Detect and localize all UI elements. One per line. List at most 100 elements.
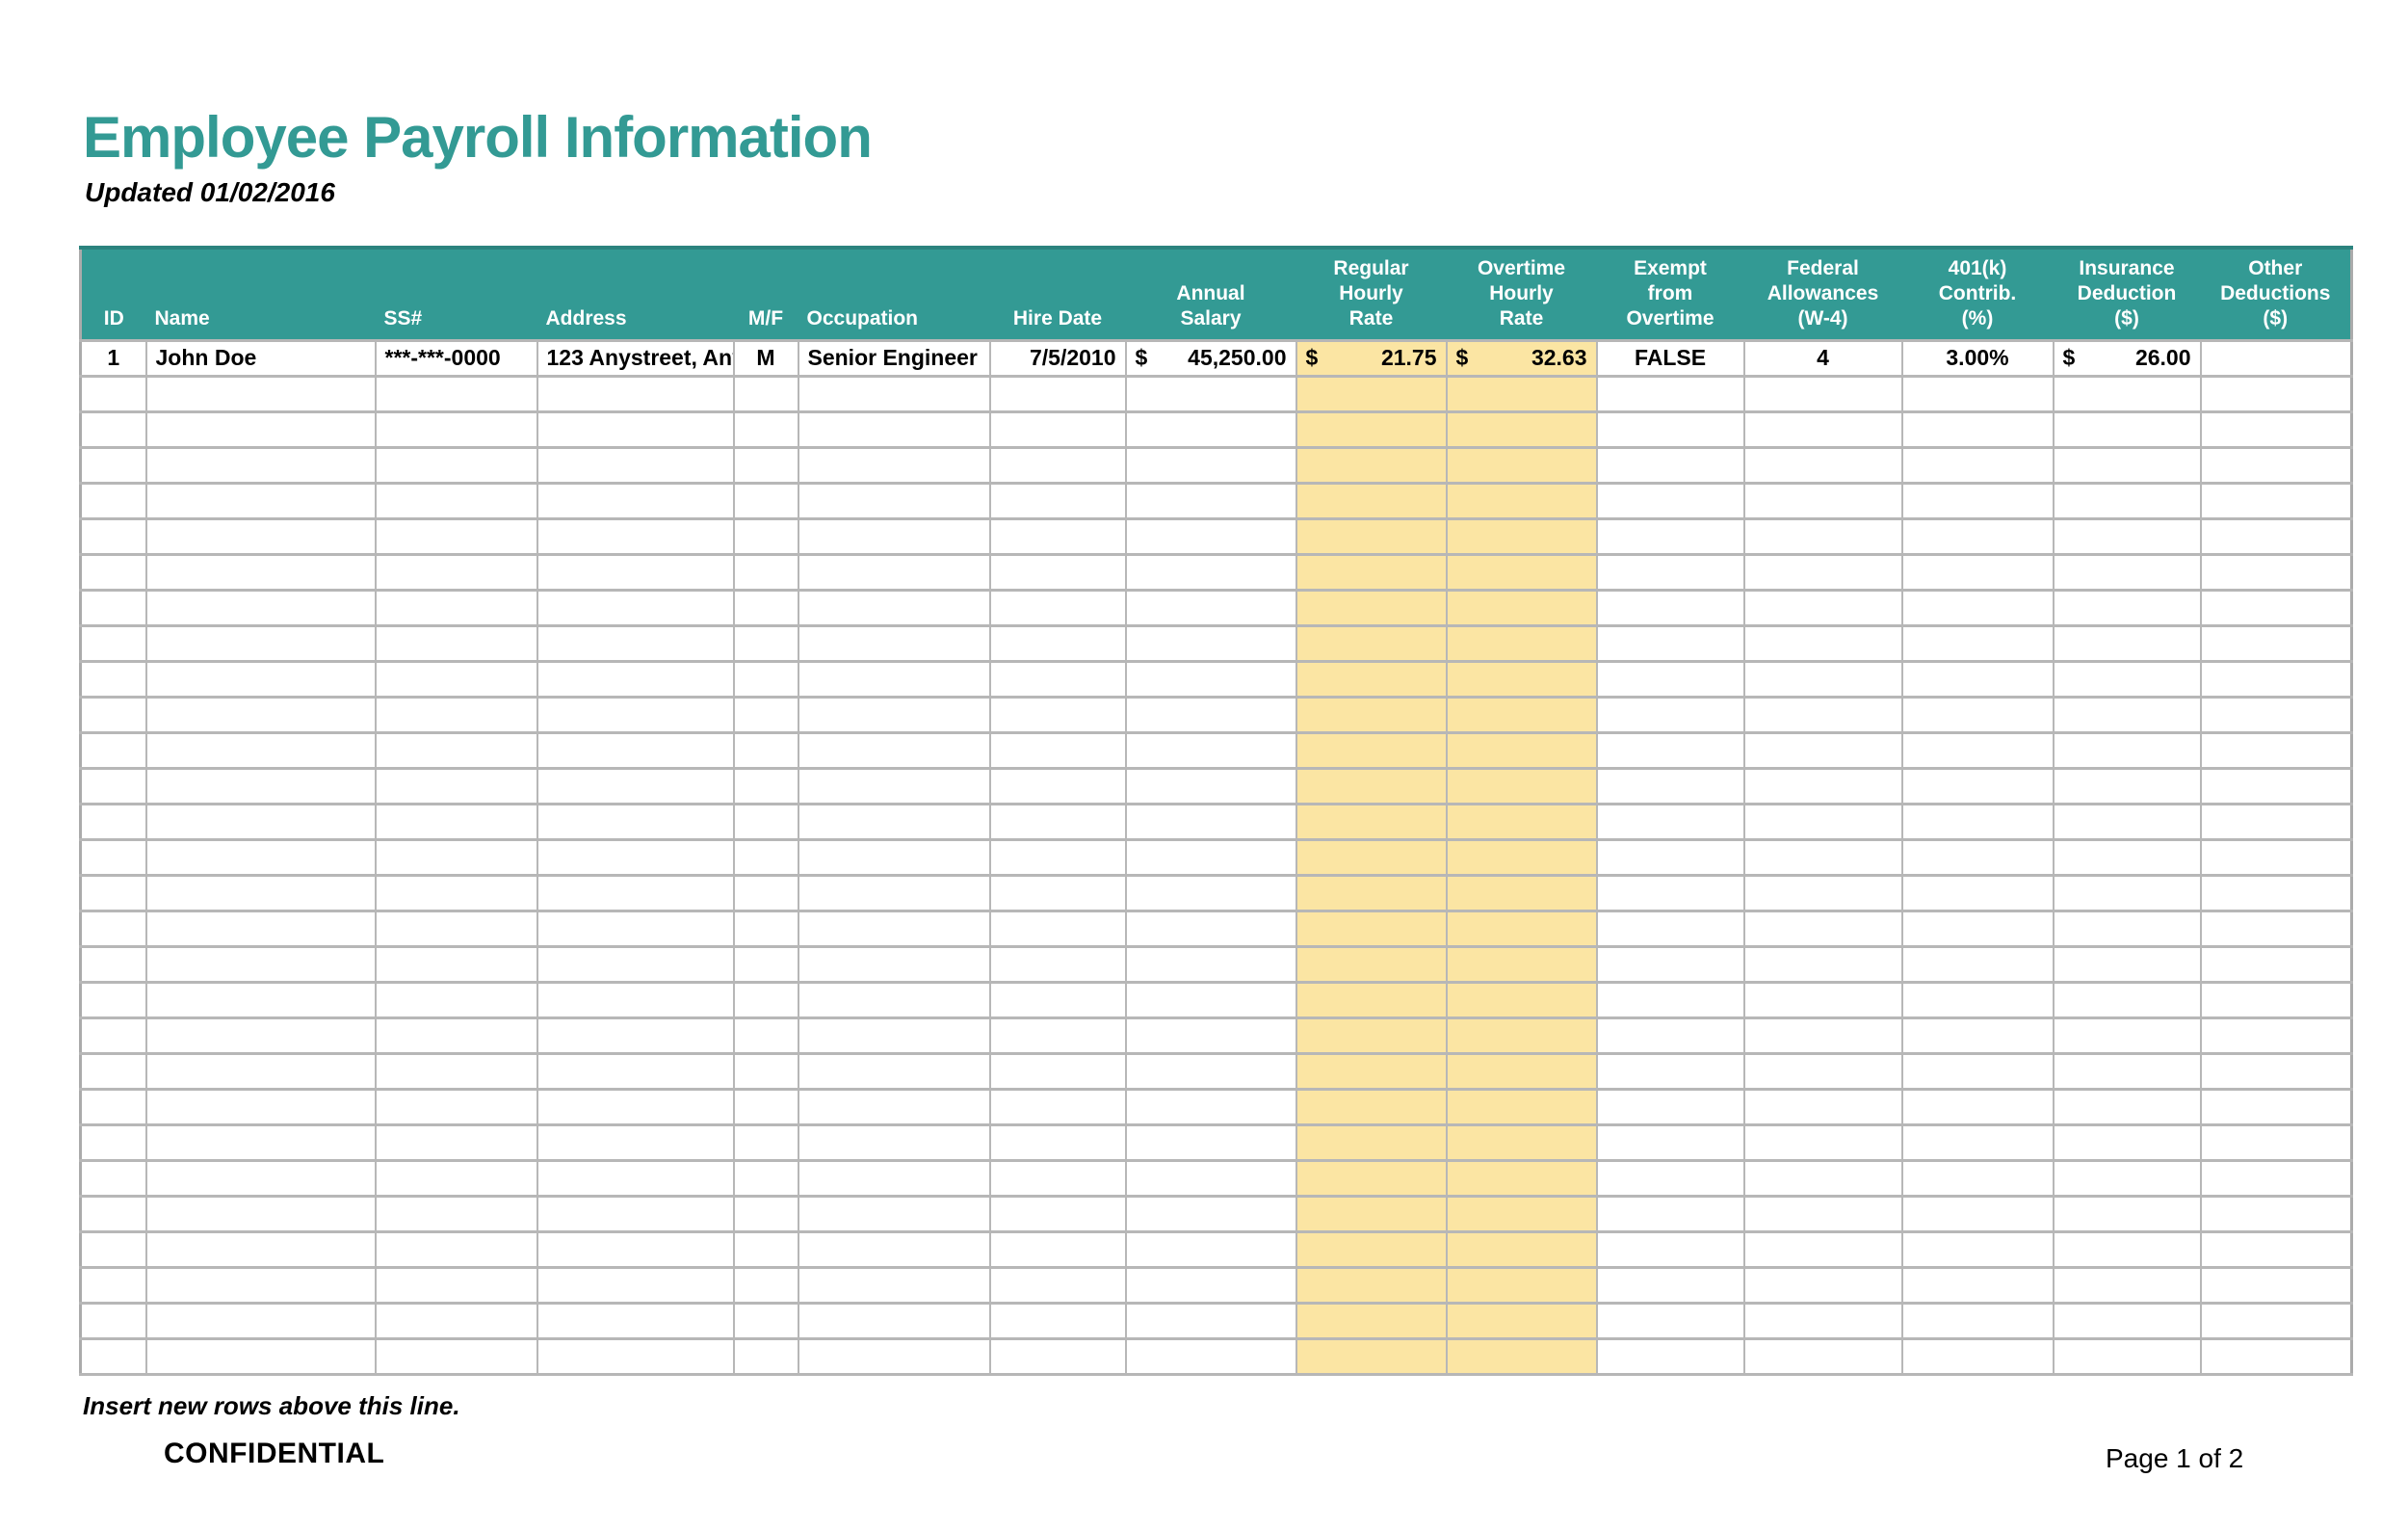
empty-cell-mf — [732, 909, 799, 948]
empty-cell-id — [79, 409, 147, 449]
empty-row — [79, 873, 2353, 912]
empty-cell-other-deductions — [2199, 445, 2353, 485]
empty-cell-ssn — [374, 659, 538, 699]
empty-cell-federal-allowances — [1742, 730, 1903, 770]
empty-cell-occupation — [797, 623, 991, 663]
empty-cell-ssn — [374, 623, 538, 663]
empty-cell-federal-allowances — [1742, 1229, 1903, 1269]
empty-cell-exempt-from-overtime — [1595, 802, 1745, 841]
empty-cell-overtime-hourly-rate — [1445, 481, 1598, 520]
empty-cell-regular-hourly-rate — [1295, 1016, 1448, 1055]
empty-cell-overtime-hourly-rate — [1445, 873, 1598, 912]
empty-cell-ssn — [374, 730, 538, 770]
empty-cell-insurance-deduction — [2052, 766, 2202, 805]
empty-row — [79, 552, 2353, 592]
empty-cell-regular-hourly-rate — [1295, 1265, 1448, 1305]
empty-row — [79, 445, 2353, 485]
empty-cell-exempt-from-overtime — [1595, 588, 1745, 627]
employee-row-cell-name: John Doe — [144, 338, 377, 378]
empty-cell-contrib-401k — [1900, 623, 2055, 663]
empty-cell-ssn — [374, 1194, 538, 1233]
empty-cell-ssn — [374, 1122, 538, 1162]
empty-cell-name — [144, 802, 377, 841]
empty-cell-ssn — [374, 802, 538, 841]
empty-cell-ssn — [374, 695, 538, 734]
amount: 45,250.00 — [1188, 345, 1287, 370]
empty-cell-exempt-from-overtime — [1595, 623, 1745, 663]
empty-cell-hire-date — [988, 873, 1127, 912]
empty-cell-occupation — [797, 445, 991, 485]
empty-cell-contrib-401k — [1900, 766, 2055, 805]
empty-cell-occupation — [797, 1016, 991, 1055]
empty-cell-overtime-hourly-rate — [1445, 1229, 1598, 1269]
empty-cell-insurance-deduction — [2052, 552, 2202, 592]
money-value: $26.00 — [2063, 345, 2191, 371]
empty-cell-mf — [732, 802, 799, 841]
empty-cell-other-deductions — [2199, 1051, 2353, 1091]
empty-cell-id — [79, 445, 147, 485]
empty-cell-other-deductions — [2199, 980, 2353, 1019]
empty-cell-mf — [732, 1336, 799, 1376]
empty-cell-annual-salary — [1124, 837, 1297, 877]
empty-cell-occupation — [797, 1194, 991, 1233]
empty-cell-ssn — [374, 1265, 538, 1305]
column-header-other-deductions: Other Deductions ($) — [2200, 246, 2352, 340]
empty-row — [79, 944, 2353, 984]
empty-cell-contrib-401k — [1900, 980, 2055, 1019]
empty-cell-address — [536, 837, 735, 877]
empty-row — [79, 730, 2353, 770]
empty-cell-contrib-401k — [1900, 1229, 2055, 1269]
empty-cell-overtime-hourly-rate — [1445, 802, 1598, 841]
empty-cell-name — [144, 1336, 377, 1376]
column-header-id: ID — [80, 246, 146, 340]
empty-cell-name — [144, 445, 377, 485]
currency-symbol: $ — [1135, 345, 1148, 370]
empty-cell-federal-allowances — [1742, 409, 1903, 449]
empty-cell-hire-date — [988, 1265, 1127, 1305]
empty-cell-ssn — [374, 409, 538, 449]
empty-cell-address — [536, 409, 735, 449]
empty-cell-id — [79, 374, 147, 413]
empty-cell-overtime-hourly-rate — [1445, 659, 1598, 699]
empty-cell-contrib-401k — [1900, 1158, 2055, 1198]
empty-cell-overtime-hourly-rate — [1445, 445, 1598, 485]
empty-row — [79, 1122, 2353, 1162]
empty-cell-exempt-from-overtime — [1595, 1194, 1745, 1233]
empty-cell-insurance-deduction — [2052, 695, 2202, 734]
empty-cell-regular-hourly-rate — [1295, 516, 1448, 556]
empty-row — [79, 1051, 2353, 1091]
empty-cell-exempt-from-overtime — [1595, 873, 1745, 912]
empty-cell-id — [79, 481, 147, 520]
empty-cell-ssn — [374, 445, 538, 485]
empty-cell-ssn — [374, 944, 538, 984]
empty-cell-exempt-from-overtime — [1595, 944, 1745, 984]
empty-cell-hire-date — [988, 766, 1127, 805]
empty-cell-id — [79, 766, 147, 805]
empty-cell-hire-date — [988, 623, 1127, 663]
empty-cell-id — [79, 944, 147, 984]
empty-cell-insurance-deduction — [2052, 1087, 2202, 1126]
empty-cell-mf — [732, 1265, 799, 1305]
empty-cell-contrib-401k — [1900, 695, 2055, 734]
empty-cell-regular-hourly-rate — [1295, 980, 1448, 1019]
empty-cell-name — [144, 374, 377, 413]
empty-cell-hire-date — [988, 481, 1127, 520]
empty-cell-regular-hourly-rate — [1295, 374, 1448, 413]
empty-cell-contrib-401k — [1900, 1336, 2055, 1376]
empty-row — [79, 1158, 2353, 1198]
empty-cell-id — [79, 1336, 147, 1376]
empty-row — [79, 802, 2353, 841]
empty-cell-occupation — [797, 552, 991, 592]
empty-cell-other-deductions — [2199, 1087, 2353, 1126]
column-header-name: Name — [145, 246, 376, 340]
empty-cell-overtime-hourly-rate — [1445, 409, 1598, 449]
column-header-mf: M/F — [733, 246, 798, 340]
empty-cell-exempt-from-overtime — [1595, 837, 1745, 877]
empty-cell-ssn — [374, 837, 538, 877]
empty-cell-name — [144, 873, 377, 912]
empty-cell-other-deductions — [2199, 1122, 2353, 1162]
empty-cell-hire-date — [988, 1087, 1127, 1126]
empty-cell-contrib-401k — [1900, 730, 2055, 770]
empty-cell-other-deductions — [2199, 837, 2353, 877]
empty-cell-name — [144, 1016, 377, 1055]
